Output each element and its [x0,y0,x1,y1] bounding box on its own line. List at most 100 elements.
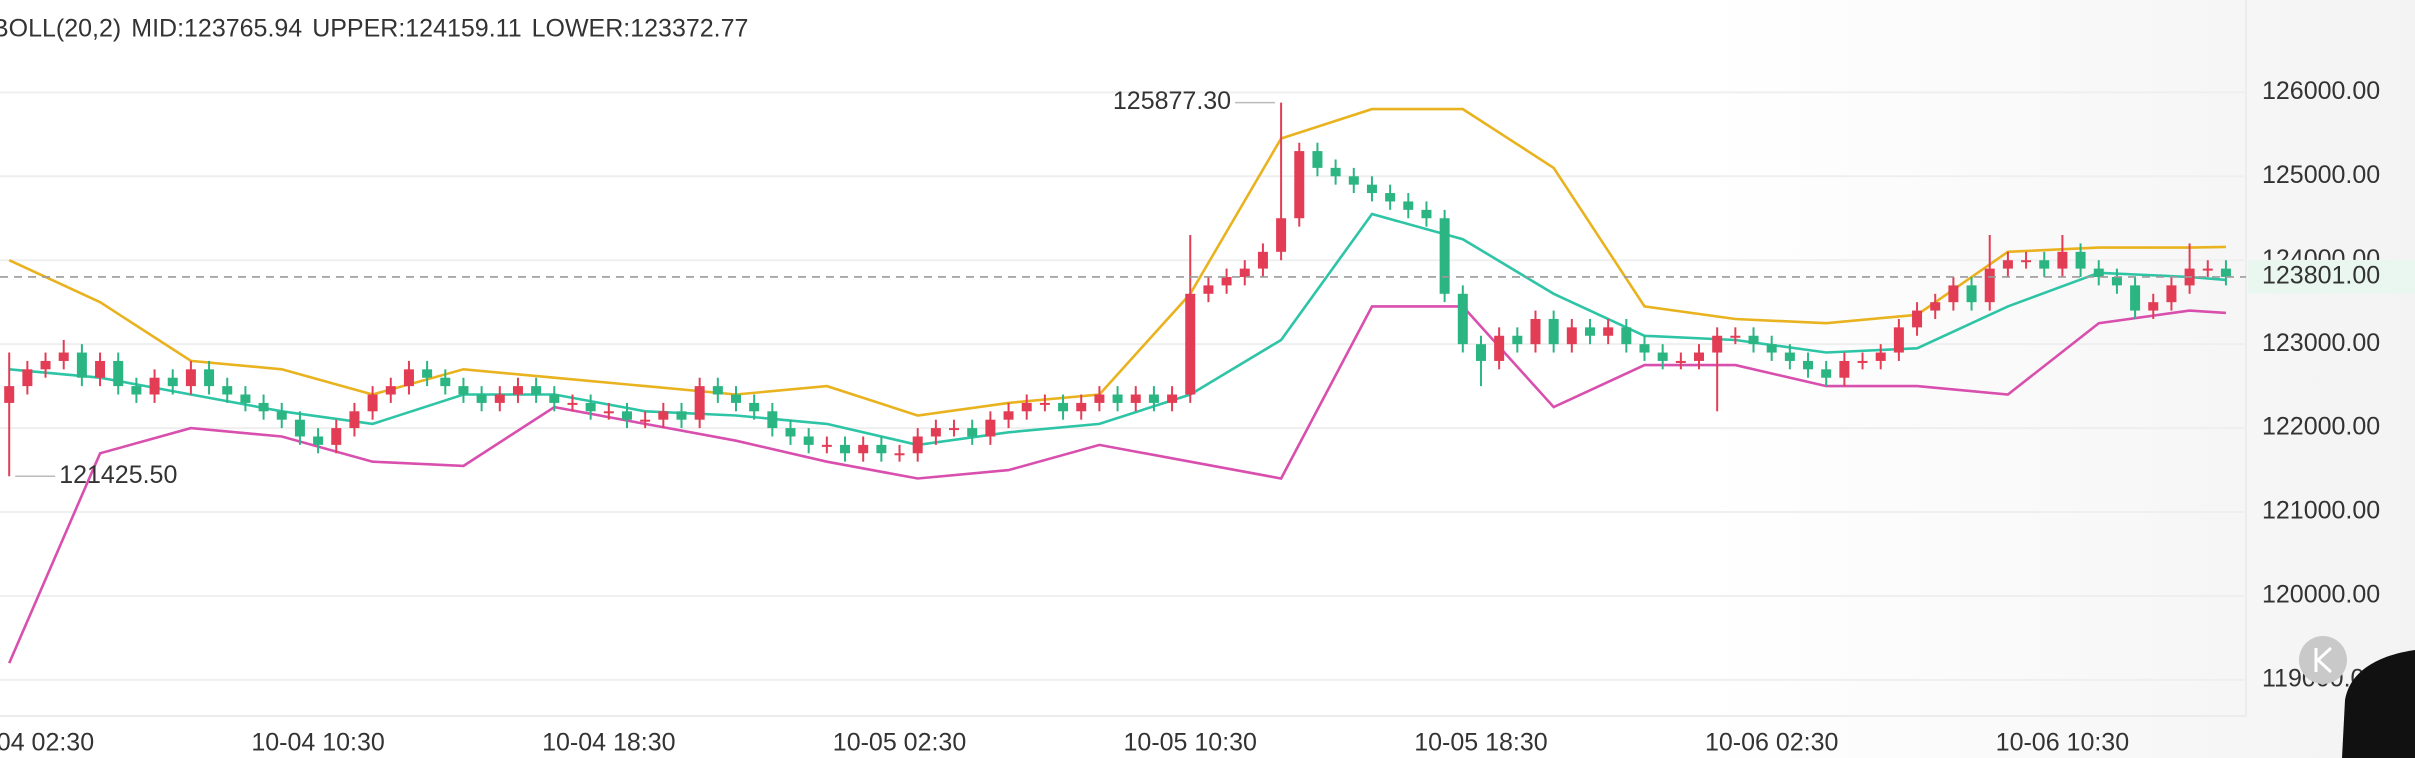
candle-body [1948,285,1959,303]
candle-body [385,386,396,395]
candle-body [204,369,215,387]
candle-body [58,352,69,361]
candle-body [640,419,651,422]
candle-body [1657,352,1668,361]
candle-body [131,386,142,395]
candle-body [2220,268,2231,277]
max-label: 125877.30 [1113,87,1231,115]
y-tick-label: 126000.00 [2262,77,2380,105]
candle-body [1639,344,1650,353]
candle-body [1966,285,1977,303]
min-label: 121425.50 [59,461,177,489]
candle-body [1621,327,1632,345]
candle-body [985,419,996,437]
candle-body [531,386,542,395]
candle-body [1784,352,1795,361]
current-price-label: 123801.00 [2262,262,2380,290]
candle-body [294,419,305,437]
candle-body [1039,402,1050,405]
candle-body [2075,251,2086,269]
y-tick-label: 120000.00 [2262,581,2380,609]
candle-body [1566,327,1577,345]
candle-body [222,386,233,395]
candle-body [1803,360,1814,370]
legend-entry: MID:123765.94 [131,15,302,43]
candle-body [1584,327,1595,336]
candle-body [549,394,560,403]
candle-body [1548,318,1559,345]
y-tick-label: 121000.00 [2262,497,2380,525]
candle-body [1675,360,1686,363]
candle-body [1530,318,1541,345]
candle-body [403,369,414,387]
candle-body [1167,394,1178,403]
candle-body [912,436,923,454]
candle-body [585,402,596,412]
candle-body [276,411,287,420]
candle-body [4,386,15,403]
candle-body [2021,260,2032,263]
y-tick-label: 125000.00 [2262,161,2380,189]
candle-body [1385,193,1396,202]
candle-body [1875,352,1886,361]
candle-body [1748,335,1759,345]
candle-body [494,394,505,403]
candle-body [22,369,33,387]
candle-body [785,428,796,437]
grid [0,91,2246,681]
x-tick-label: 10-05 10:30 [1124,729,1257,757]
candle-body [1694,352,1705,361]
button-circle[interactable] [2299,636,2347,684]
candle-body [1930,302,1941,311]
candle-body [1421,209,1432,219]
candle-body [858,444,869,454]
button-icon[interactable] [2314,646,2333,674]
candle-body [1076,402,1087,412]
candle-body [1094,394,1105,403]
indicator-label: BOLL(20,2) [0,15,121,43]
scroll-button[interactable] [2299,636,2347,684]
candle-body [167,377,178,387]
candle-body [1512,335,1523,345]
candle-body [113,360,124,387]
candle-body [1712,335,1723,353]
candle-body [1821,369,1832,378]
legend-entry: UPPER:124159.11 [312,15,521,43]
y-tick-label: 122000.00 [2262,413,2380,441]
x-tick-label: 10-05 18:30 [1414,729,1547,757]
candle-body [949,428,960,431]
candle-body [1893,327,1904,353]
candle-body [313,436,324,445]
candle-body [1203,285,1214,294]
candles [4,102,2231,477]
candle-body [1984,268,1995,303]
candle-body [1294,151,1305,219]
background-shade [1700,0,2415,758]
candle-body [1276,218,1287,252]
candle-body [1003,411,1014,420]
candle-body [1221,276,1232,286]
legend-entry: LOWER:123372.77 [532,15,749,43]
candle-body [185,369,196,387]
candle-body [731,394,741,403]
candle-body [1130,394,1141,403]
band-line [8,305,2226,664]
candle-body [2130,285,2141,311]
candle-body [1330,167,1341,177]
candle-body [1857,360,1868,363]
candle-body [1257,251,1268,269]
candle-body [1457,293,1468,345]
candle-body [621,411,632,420]
candle-body [1239,268,1250,277]
candle-body [749,402,760,412]
candle-body [694,386,705,420]
candle-body [1603,327,1614,336]
candle-body [458,386,469,395]
candle-body [1312,151,1323,168]
candle-body [1766,344,1777,353]
candle-body [331,428,342,445]
candle-body [2002,260,2013,269]
candle-body [349,411,360,429]
